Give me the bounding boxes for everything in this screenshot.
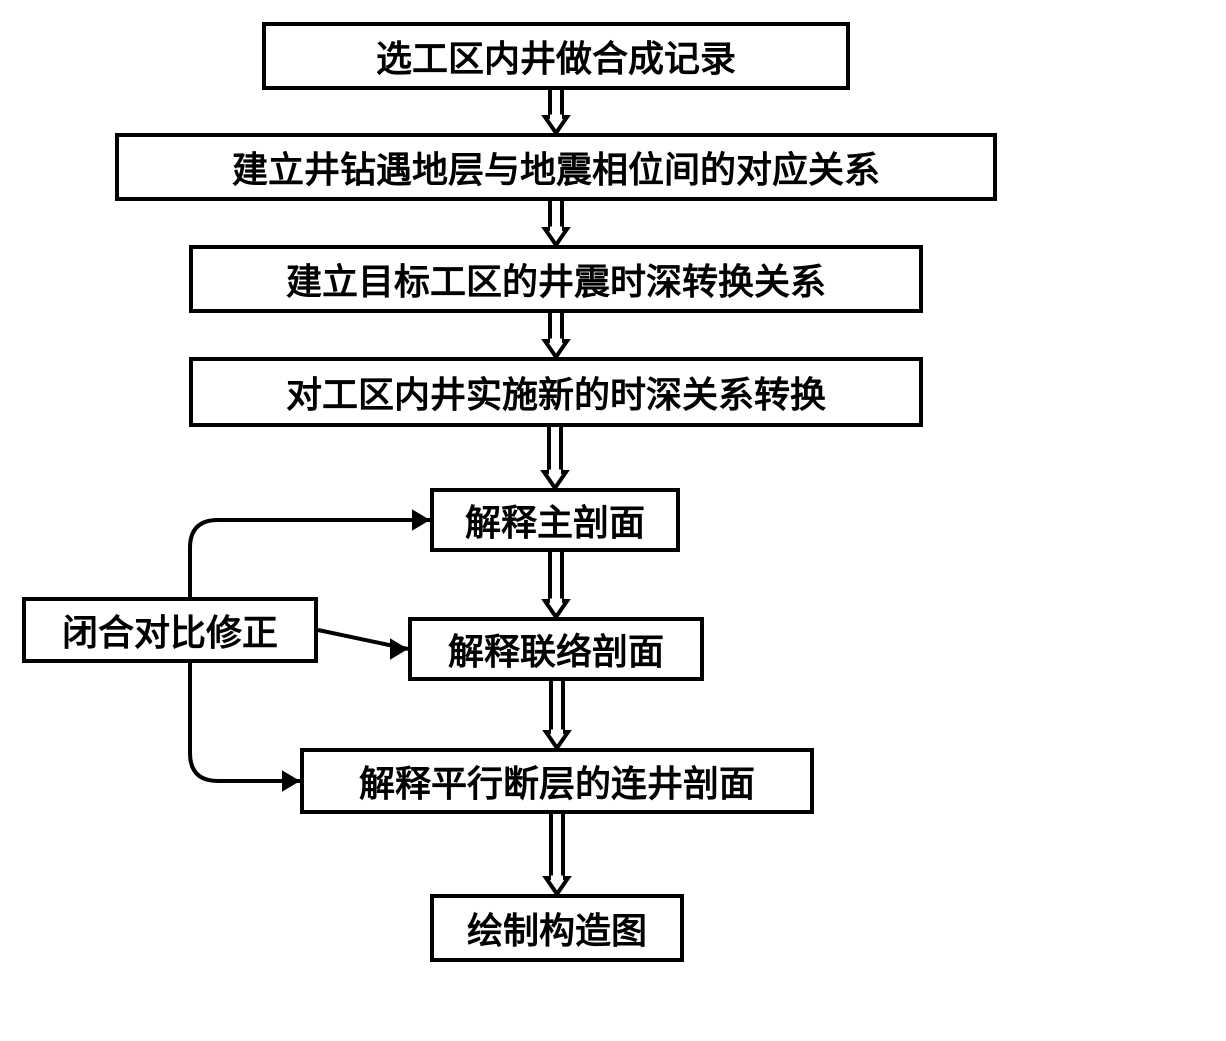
flow-box-n3: 建立目标工区的井震时深转换关系 [189, 245, 923, 313]
flow-box-label: 解释主剖面 [465, 494, 645, 546]
flow-box-label: 建立井钻遇地层与地震相位间的对应关系 [232, 141, 880, 193]
flow-box-n6: 解释联络剖面 [408, 617, 704, 681]
flow-box-n8: 绘制构造图 [430, 894, 684, 962]
flow-box-label: 解释联络剖面 [448, 623, 664, 675]
flow-box-label: 选工区内井做合成记录 [376, 30, 736, 82]
flow-box-label: 绘制构造图 [467, 902, 647, 954]
flow-box-n2: 建立井钻遇地层与地震相位间的对应关系 [115, 133, 997, 201]
flow-box-label: 解释平行断层的连井剖面 [359, 755, 755, 807]
flow-box-label: 对工区内井实施新的时深关系转换 [286, 366, 826, 418]
flow-box-label: 建立目标工区的井震时深转换关系 [286, 253, 826, 305]
flow-box-n4: 对工区内井实施新的时深关系转换 [189, 357, 923, 427]
flow-box-n7: 解释平行断层的连井剖面 [300, 748, 814, 814]
flow-box-n1: 选工区内井做合成记录 [262, 22, 850, 90]
flow-box-label: 闭合对比修正 [62, 604, 278, 656]
flow-box-nC: 闭合对比修正 [22, 597, 318, 663]
flow-box-n5: 解释主剖面 [430, 488, 680, 552]
